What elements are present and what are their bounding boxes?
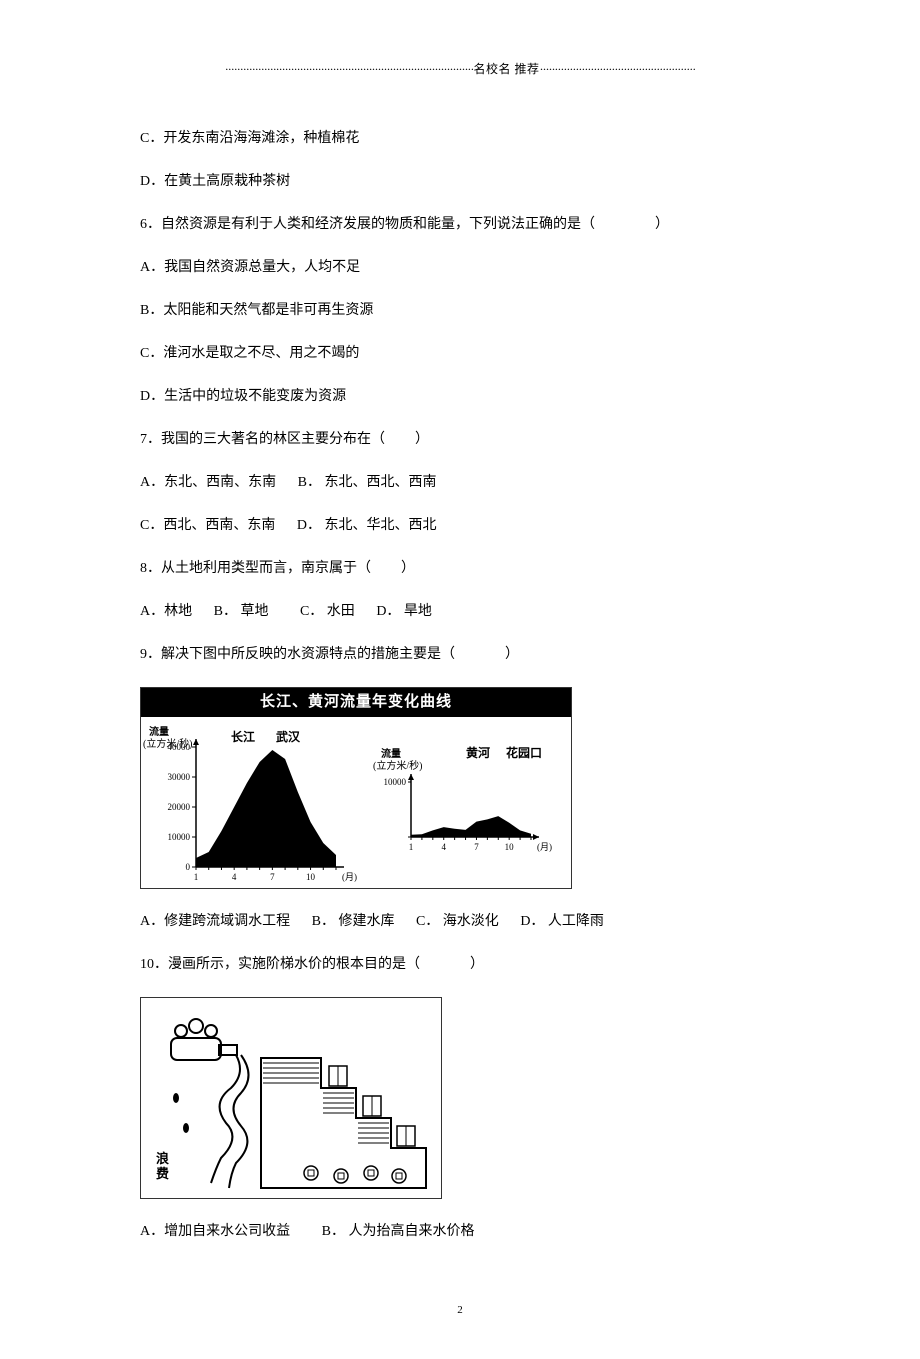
q10-stem-post: ） bbox=[470, 957, 484, 972]
svg-text:1: 1 bbox=[194, 872, 199, 882]
q9-chart-body: 流量(立方米/秒)01000020000300004000014710(月)长江… bbox=[141, 717, 571, 887]
q8-stem: 8．从土地利用类型而言，南京属于（ ） bbox=[140, 558, 780, 579]
svg-text:10000: 10000 bbox=[168, 832, 191, 842]
header-dots-left: ········································… bbox=[225, 62, 474, 76]
svg-text:10000: 10000 bbox=[384, 777, 407, 787]
svg-text:(立方米/秒): (立方米/秒) bbox=[373, 759, 422, 772]
q6-option-d: D．生活中的垃圾不能变废为资源 bbox=[140, 386, 780, 407]
q8-stem-text: 8．从土地利用类型而言，南京属于（ bbox=[140, 561, 371, 576]
q9-option-d: D． 人工降雨 bbox=[520, 911, 604, 932]
q9-stem-text: 9．解决下图中所反映的水资源特点的措施主要是（ bbox=[140, 647, 455, 662]
svg-text:黄河: 黄河 bbox=[466, 745, 490, 760]
q8-option-d: D． 旱地 bbox=[376, 601, 432, 622]
svg-text:流量: 流量 bbox=[149, 725, 169, 738]
q5-option-c: C．开发东南沿海海滩涂，种植棉花 bbox=[140, 128, 780, 149]
svg-text:0: 0 bbox=[186, 862, 191, 872]
q8-options: A．林地 B． 草地 C． 水田 D． 旱地 bbox=[140, 601, 780, 622]
q9-stem: 9．解决下图中所反映的水资源特点的措施主要是（ ） bbox=[140, 644, 780, 665]
svg-text:费: 费 bbox=[156, 1166, 169, 1181]
q10-cartoon: 浪 费 bbox=[140, 997, 442, 1199]
q6-stem: 6．自然资源是有利于人类和经济发展的物质和能量，下列说法正确的是（ ） bbox=[140, 214, 780, 235]
q9-option-a: A．修建跨流域调水工程 bbox=[140, 911, 290, 932]
svg-text:武汉: 武汉 bbox=[276, 729, 301, 744]
q6-option-c: C．淮河水是取之不尽、用之不竭的 bbox=[140, 343, 780, 364]
q7-option-c: C．西北、西南、东南 bbox=[140, 515, 275, 536]
q9-options: A．修建跨流域调水工程 B． 修建水库 C． 海水淡化 D． 人工降雨 bbox=[140, 911, 780, 932]
q10-options: A．增加自来水公司收益 B． 人为抬高自来水价格 bbox=[140, 1221, 780, 1242]
q10-cartoon-svg: 浪 费 bbox=[141, 998, 441, 1198]
svg-text:花园口: 花园口 bbox=[506, 745, 542, 760]
header-line: ········································… bbox=[140, 60, 780, 78]
page-content: ········································… bbox=[0, 0, 920, 1359]
svg-text:20000: 20000 bbox=[168, 802, 191, 812]
q8-option-a: A．林地 bbox=[140, 601, 192, 622]
q7-option-a: A．东北、西南、东南 bbox=[140, 472, 276, 493]
q10-stem: 10．漫画所示，实施阶梯水价的根本目的是（ ） bbox=[140, 954, 780, 975]
q6-stem-text: 6．自然资源是有利于人类和经济发展的物质和能量，下列说法正确的是（ bbox=[140, 217, 595, 232]
header-center: 名校名 推荐 bbox=[473, 62, 539, 76]
q8-option-c: C． 水田 bbox=[300, 601, 355, 622]
svg-text:(月): (月) bbox=[537, 842, 552, 852]
svg-text:长江: 长江 bbox=[231, 729, 255, 744]
svg-text:(月): (月) bbox=[342, 872, 357, 882]
page-number: 2 bbox=[140, 1302, 780, 1319]
q7-option-d: D． 东北、华北、西北 bbox=[297, 515, 437, 536]
svg-text:7: 7 bbox=[270, 872, 275, 882]
svg-text:4: 4 bbox=[232, 872, 237, 882]
q7-stem: 7．我国的三大著名的林区主要分布在（ ） bbox=[140, 429, 780, 450]
header-dots-right: ········································… bbox=[539, 62, 695, 76]
q7-options-row1: A．东北、西南、东南 B． 东北、西北、西南 bbox=[140, 472, 780, 493]
svg-text:流量: 流量 bbox=[381, 747, 401, 760]
svg-text:40000: 40000 bbox=[168, 742, 191, 752]
q7-options-row2: C．西北、西南、东南 D． 东北、华北、西北 bbox=[140, 515, 780, 536]
q7-stem-post: ） bbox=[415, 432, 429, 447]
q9-option-b: B． 修建水库 bbox=[312, 911, 395, 932]
q6-option-a: A．我国自然资源总量大，人均不足 bbox=[140, 257, 780, 278]
q9-chart-title: 长江、黄河流量年变化曲线 bbox=[141, 688, 571, 717]
q9-chart-svg: 流量(立方米/秒)01000020000300004000014710(月)长江… bbox=[141, 717, 571, 887]
q9-option-c: C． 海水淡化 bbox=[416, 911, 499, 932]
svg-text:30000: 30000 bbox=[168, 772, 191, 782]
q6-stem-post: ） bbox=[655, 217, 669, 232]
svg-text:10: 10 bbox=[306, 872, 316, 882]
q5-option-d: D．在黄土高原栽种茶树 bbox=[140, 171, 780, 192]
svg-text:1: 1 bbox=[409, 842, 414, 852]
q8-stem-post: ） bbox=[401, 561, 415, 576]
q10-stem-text: 10．漫画所示，实施阶梯水价的根本目的是（ bbox=[140, 957, 420, 972]
q7-option-b: B． 东北、西北、西南 bbox=[298, 472, 437, 493]
svg-text:7: 7 bbox=[474, 842, 479, 852]
q8-option-b: B． 草地 bbox=[214, 601, 269, 622]
svg-text:浪: 浪 bbox=[156, 1151, 169, 1166]
q10-option-b: B． 人为抬高自来水价格 bbox=[322, 1221, 475, 1242]
q10-option-a: A．增加自来水公司收益 bbox=[140, 1221, 290, 1242]
svg-text:10: 10 bbox=[505, 842, 515, 852]
q6-option-b: B．太阳能和天然气都是非可再生资源 bbox=[140, 300, 780, 321]
svg-text:4: 4 bbox=[441, 842, 446, 852]
q7-stem-text: 7．我国的三大著名的林区主要分布在（ bbox=[140, 432, 385, 447]
q9-stem-post: ） bbox=[505, 647, 519, 662]
q9-chart: 长江、黄河流量年变化曲线 流量(立方米/秒)010000200003000040… bbox=[140, 687, 572, 889]
